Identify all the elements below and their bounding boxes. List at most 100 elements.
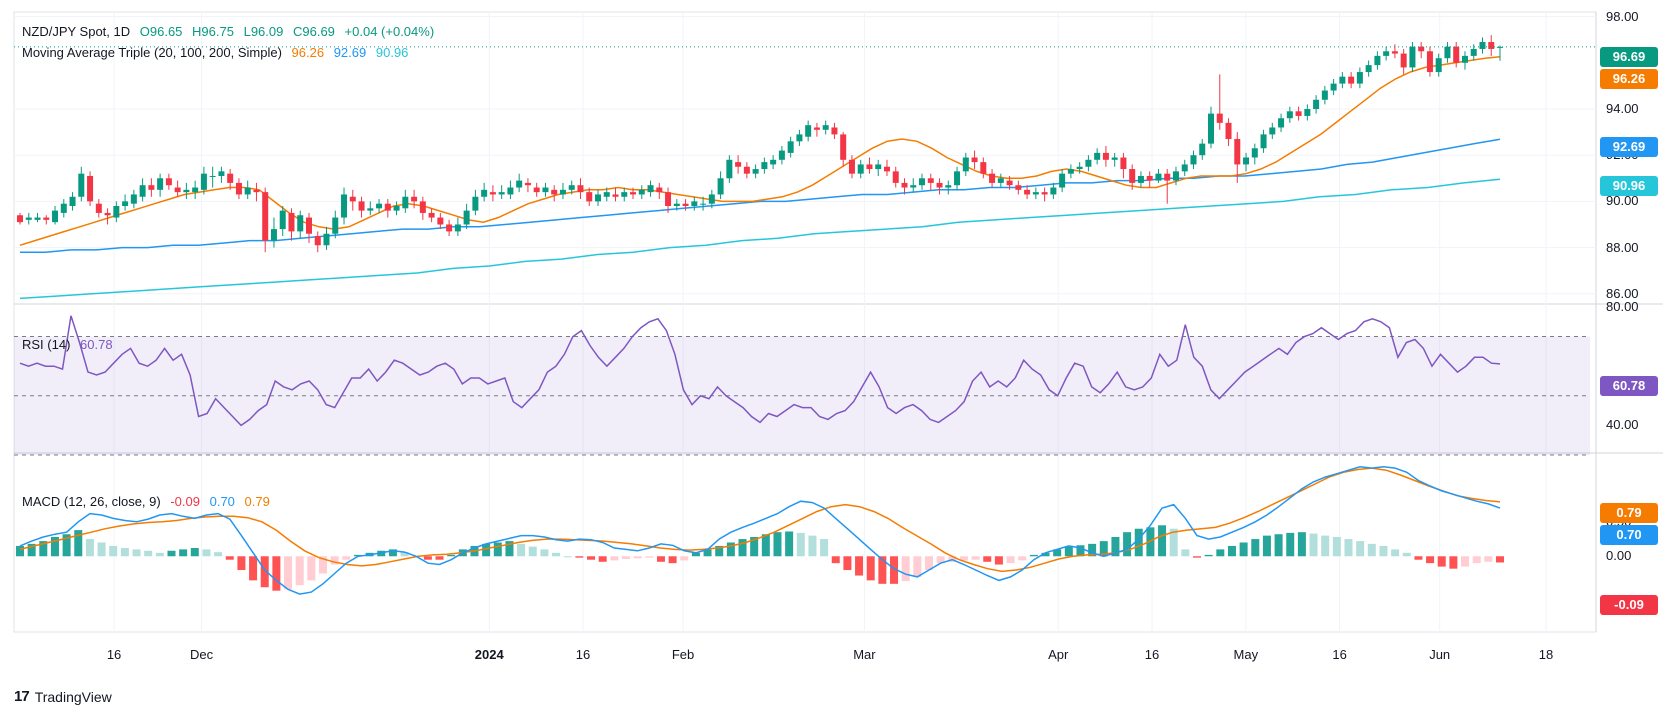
macd-histogram-bar	[1029, 554, 1038, 557]
candle-body	[1461, 55, 1468, 63]
candle-body	[87, 175, 94, 202]
candle-body	[752, 169, 759, 174]
macd-histogram-bar	[1204, 554, 1213, 557]
candle-body	[253, 189, 260, 193]
candle-body	[1470, 48, 1477, 56]
ma100-line	[20, 138, 1501, 253]
price-tick-label: 98.00	[1606, 8, 1639, 24]
candle-body	[200, 173, 207, 190]
macd-histogram-bar	[435, 556, 444, 560]
candle-body	[498, 192, 505, 195]
candle-body	[1137, 175, 1144, 183]
candle-body	[113, 206, 120, 218]
candle-body	[1041, 192, 1048, 195]
ma20-line	[19, 56, 1501, 247]
x-tick-label: 16	[575, 647, 591, 662]
macd-histogram-bar	[1461, 556, 1470, 567]
macd-histogram-bar	[563, 556, 572, 558]
x-tick-label: 16	[1332, 647, 1347, 662]
candle-body	[1278, 118, 1285, 128]
macd-histogram-bar	[668, 556, 677, 564]
macd-histogram-bar	[703, 549, 712, 557]
candle-body	[1330, 83, 1337, 91]
candle-body	[1243, 157, 1250, 165]
candle-body	[1251, 148, 1258, 158]
macd-histogram-bar	[1099, 541, 1108, 557]
macd-histogram-bar	[1332, 536, 1341, 557]
candle-body	[1216, 113, 1223, 123]
macd-histogram-bar	[447, 554, 456, 557]
ma20-badge: 96.26	[1600, 69, 1658, 89]
macd-histogram-bar	[97, 542, 106, 557]
candle-body	[805, 125, 812, 137]
macd-histogram-bar	[959, 556, 968, 561]
x-tick-label: Feb	[671, 647, 695, 662]
macd-histogram-bar	[1449, 556, 1458, 569]
candle-body	[1146, 175, 1153, 181]
candle-body	[332, 217, 339, 234]
x-tick-label: Mar	[853, 647, 876, 662]
macd-histogram-bar	[179, 549, 188, 557]
candle-body	[1067, 169, 1074, 174]
candle-body	[840, 134, 847, 160]
candle-body	[262, 192, 269, 241]
ma100-badge: 92.69	[1600, 137, 1658, 157]
candle-body	[1129, 169, 1136, 183]
macd-histogram-bar	[1193, 556, 1202, 558]
candle-body	[419, 201, 426, 213]
candle-body	[621, 192, 628, 197]
candle-body	[34, 217, 41, 220]
candle-body	[533, 187, 540, 193]
candle-body	[183, 189, 190, 193]
candle-body	[656, 187, 663, 193]
macd-line-value: 0.70	[209, 494, 235, 509]
candle-body	[1111, 157, 1118, 160]
price-tick-label: 94.00	[1606, 101, 1639, 116]
candle-body	[1006, 180, 1013, 186]
macd-histogram-bar	[1356, 541, 1365, 557]
candle-body	[1120, 157, 1127, 170]
x-tick-label: 18	[1538, 647, 1554, 662]
macd-histogram-bar	[680, 556, 689, 561]
candle-body	[883, 166, 890, 172]
candle-body	[700, 203, 707, 205]
candle-body	[673, 203, 680, 206]
candle-body	[314, 236, 321, 246]
macd-histogram-bar	[890, 556, 899, 584]
macd-histogram-bar	[1367, 543, 1376, 557]
candle-body	[822, 125, 829, 130]
tradingview-logo-icon: 17	[14, 688, 30, 705]
macd-histogram-bar	[773, 532, 782, 557]
macd-histogram-bar	[1216, 549, 1225, 557]
candle-body	[848, 159, 855, 174]
macd-histogram-bar	[750, 536, 759, 557]
candle-body	[507, 187, 514, 195]
candle-body	[349, 196, 356, 202]
macd-histogram-bar	[85, 539, 94, 557]
macd-histogram-bar	[517, 543, 526, 557]
macd-histogram-bar	[214, 552, 223, 557]
candle-body	[297, 215, 304, 232]
macd-histogram-bar	[1053, 549, 1062, 557]
macd-histogram-bar	[16, 545, 24, 557]
candle-body	[428, 212, 435, 218]
candle-body	[857, 164, 864, 174]
macd-histogram-bar	[190, 548, 199, 557]
macd-histogram-bar	[808, 535, 817, 557]
candle-body	[1356, 72, 1363, 84]
macd-histogram-bar	[225, 556, 234, 560]
tradingview-brand[interactable]: 17 TradingView	[14, 688, 112, 705]
macd-histogram-bar	[1076, 545, 1085, 557]
symbol-label: NZD/JPY Spot, 1D	[22, 24, 131, 39]
candle-body	[971, 157, 978, 163]
candle-body	[69, 196, 76, 206]
candle-body	[1391, 51, 1398, 54]
candle-body	[1172, 171, 1179, 181]
candle-body	[980, 162, 987, 174]
macd-histogram-bar	[260, 556, 269, 588]
candle-body	[1024, 189, 1031, 195]
macd-histogram-bar	[1227, 545, 1236, 557]
candle-body	[866, 164, 873, 170]
rsi-tick-label: 80.00	[1606, 298, 1639, 314]
